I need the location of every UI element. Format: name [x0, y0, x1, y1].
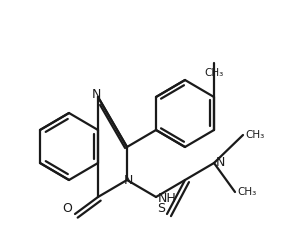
Text: N: N	[216, 157, 225, 169]
Text: O: O	[62, 203, 72, 215]
Text: CH₃: CH₃	[245, 130, 264, 140]
Text: N: N	[91, 88, 101, 102]
Text: NH: NH	[158, 192, 177, 206]
Text: CH₃: CH₃	[204, 68, 224, 78]
Text: S: S	[157, 202, 165, 214]
Text: CH₃: CH₃	[237, 187, 256, 197]
Text: N: N	[123, 174, 133, 187]
